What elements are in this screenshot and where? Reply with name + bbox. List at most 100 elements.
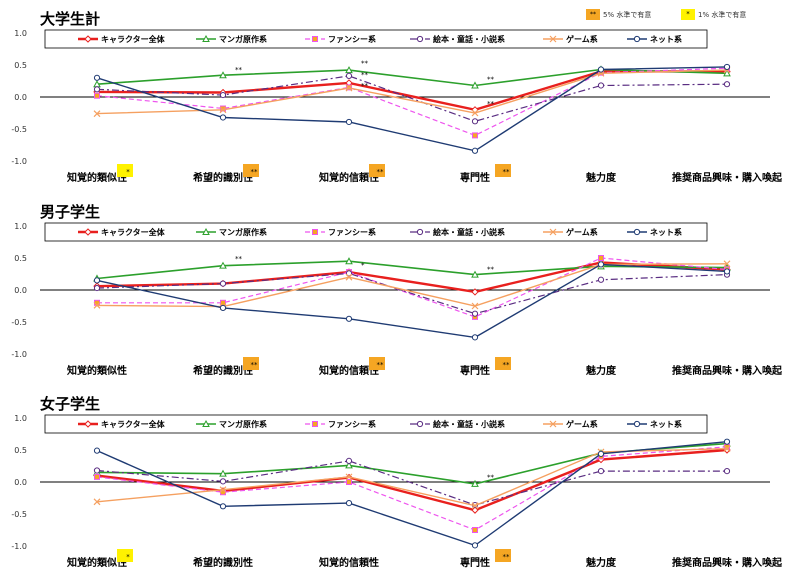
data-point <box>94 92 100 99</box>
legend-entry: ゲーム系 <box>543 419 598 429</box>
annotation-mark: ** <box>361 60 369 68</box>
legend-entry: キャラクター全体 <box>78 419 166 429</box>
legend-label: 絵本・童話・小説系 <box>433 34 505 44</box>
series-line <box>96 442 728 485</box>
legend-entry: ファンシー系 <box>305 419 376 429</box>
legend-label: ゲーム系 <box>566 419 598 429</box>
series-5 <box>93 63 731 154</box>
legend-marker <box>416 420 424 428</box>
legend-marker <box>312 229 318 235</box>
data-point <box>471 334 479 341</box>
y-tick-label: -0.5 <box>11 125 27 134</box>
data-point <box>597 82 605 89</box>
annotation-mark: * <box>361 262 365 270</box>
data-point <box>723 260 731 268</box>
chart-panel-1: 男子学生 1.0 0.5 0.0 -0.5 -1.0 知覚的類似性 希望的識別性 知覚的信頼性 専… <box>11 203 783 377</box>
y-tick-label: 0.5 <box>14 61 27 70</box>
legend-label: ネット系 <box>650 34 682 44</box>
category-label: 専門性 <box>460 364 490 377</box>
data-point <box>471 81 479 89</box>
data-point <box>219 106 227 114</box>
data-point <box>220 105 226 112</box>
significance-mark-text: ** <box>251 361 259 369</box>
legend-1pct-label: 1% 水準で有意 <box>698 11 747 19</box>
data-point <box>345 84 353 92</box>
legend-label: マンガ原作系 <box>219 34 267 44</box>
series-5 <box>93 261 731 341</box>
data-point <box>219 114 227 121</box>
data-point <box>93 110 101 118</box>
significance-mark <box>369 164 385 177</box>
data-point <box>471 479 479 487</box>
series-line <box>96 441 728 547</box>
legend-entry: ネット系 <box>627 227 682 237</box>
chart-title: 男子学生 <box>40 203 100 221</box>
legend-label: ネット系 <box>650 227 682 237</box>
data-point <box>723 438 731 445</box>
data-point <box>471 542 479 549</box>
data-point <box>597 276 605 283</box>
data-point <box>472 527 478 533</box>
data-point <box>93 277 101 284</box>
data-point <box>219 261 227 269</box>
legend-label: 絵本・童話・小説系 <box>433 419 505 429</box>
y-tick-label: 1.0 <box>14 414 27 423</box>
data-point <box>471 288 479 296</box>
series-line <box>96 460 727 506</box>
annotation-mark: ** <box>235 255 243 263</box>
significance-mark-text: ** <box>503 553 511 561</box>
data-point <box>345 315 353 322</box>
legend-marker <box>416 228 424 236</box>
data-point <box>93 301 101 309</box>
chart-panel-2: 女子学生 1.0 0.5 0.0 -0.5 -1.0 知覚的類似性 希望的識別性 知覚的信頼性 専… <box>11 395 783 569</box>
legend-label: ファンシー系 <box>328 34 376 44</box>
data-point <box>93 284 101 292</box>
data-point <box>219 71 227 79</box>
category-label: 希望的識別性 <box>192 556 253 569</box>
data-point <box>346 479 352 485</box>
legend-label: 絵本・童話・小説系 <box>433 227 505 237</box>
significance-mark <box>369 357 385 370</box>
legend-label: ゲーム系 <box>566 34 598 44</box>
significance-mark-text: * <box>126 168 130 176</box>
data-point <box>219 469 227 477</box>
legend-label: マンガ原作系 <box>219 419 267 429</box>
category-label: 知覚的信頼性 <box>318 171 379 184</box>
legend-box <box>44 414 708 434</box>
series-line <box>96 75 728 122</box>
series-0 <box>93 67 731 114</box>
y-tick-label: -0.5 <box>11 318 27 327</box>
legend-entry: ネット系 <box>627 419 682 429</box>
legend-5pct-marker: ** <box>586 9 600 20</box>
category-label: 知覚的信頼性 <box>318 364 379 377</box>
category-label: 専門性 <box>460 171 490 184</box>
y-tick-label: 0.0 <box>14 286 27 295</box>
series-1 <box>93 65 731 89</box>
legend-marker <box>84 35 92 43</box>
data-point <box>345 273 353 281</box>
y-tick-label: 0.5 <box>14 254 27 263</box>
y-tick-label: -0.5 <box>11 510 27 519</box>
y-tick-label: 0.5 <box>14 446 27 455</box>
data-point <box>93 467 101 474</box>
data-point <box>345 66 353 74</box>
legend-1pct-marker: * <box>681 9 695 20</box>
category-label: 希望的識別性 <box>192 364 253 377</box>
legend-marker <box>633 35 641 43</box>
series-line <box>96 68 728 87</box>
y-tick-label: 1.0 <box>14 29 27 38</box>
data-point <box>219 486 227 494</box>
legend-entry: ファンシー系 <box>305 34 376 44</box>
legend-marker <box>84 420 92 428</box>
series-4 <box>93 445 731 510</box>
significance-mark-text: ** <box>503 168 511 176</box>
significance-mark <box>243 164 259 177</box>
series-3 <box>93 457 731 509</box>
legend-marker <box>312 36 318 42</box>
data-point <box>597 66 605 73</box>
data-point <box>471 270 479 278</box>
category-label: 知覚的類似性 <box>66 364 127 377</box>
series-line <box>96 70 727 112</box>
category-label: 希望的識別性 <box>192 171 253 184</box>
